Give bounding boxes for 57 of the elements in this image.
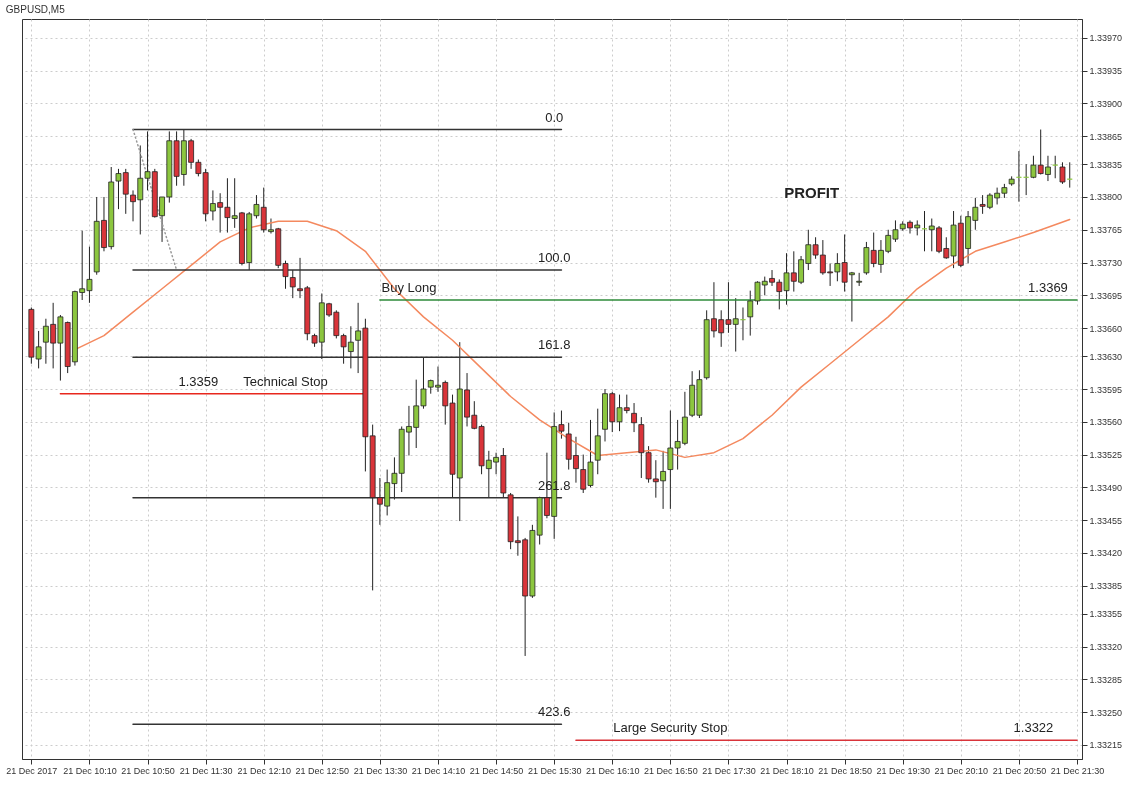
x-tick-label: 21 Dec 16:50 (644, 765, 698, 776)
y-tick-label: 1.33800 (1089, 192, 1123, 203)
x-tick-label: 21 Dec 11:30 (179, 765, 233, 776)
y-tick-label: 1.33765 (1089, 225, 1123, 236)
annotation: 423.6 (537, 704, 571, 720)
x-tick-label: 21 Dec 18:50 (818, 765, 872, 776)
x-tick-label: 21 Dec 18:10 (760, 765, 814, 776)
candlestick (1059, 161, 1066, 185)
annotation: 161.8 (537, 337, 571, 353)
annotation: Technical Stop (243, 373, 328, 389)
x-tick-label: 21 Dec 12:10 (237, 765, 291, 776)
x-tick-label: 21 Dec 15:30 (527, 765, 582, 776)
candlestick (1052, 155, 1059, 179)
y-tick-label: 1.33935 (1089, 66, 1123, 77)
y-tick-label: 1.33660 (1089, 323, 1123, 334)
y-tick-label: 1.33630 (1089, 351, 1123, 362)
annotation: 100.0 (537, 250, 571, 266)
y-tick-label: 1.33730 (1089, 258, 1123, 269)
y-tick-label: 1.33835 (1089, 159, 1123, 170)
y-tick-label: 1.33285 (1089, 674, 1123, 685)
annotation: 1.3322 (1013, 720, 1054, 736)
y-tick-label: 1.33455 (1089, 515, 1123, 526)
y-tick-label: 1.33320 (1089, 642, 1123, 653)
y-tick-label: 1.33900 (1089, 98, 1123, 109)
x-tick-label: 21 Dec 13:30 (353, 765, 408, 776)
chart-title: GBPUSD,M5 (5, 4, 66, 15)
y-tick-label: 1.33970 (1089, 33, 1123, 44)
annotation: Large Security Stop (613, 720, 728, 736)
y-tick-label: 1.33250 (1089, 707, 1123, 718)
x-tick-label: 21 Dec 19:30 (876, 765, 930, 776)
x-tick-label: 21 Dec 14:10 (411, 765, 466, 776)
y-tick-label: 1.33385 (1089, 581, 1123, 592)
y-tick-label: 1.33355 (1089, 609, 1123, 620)
annotation: 1.3359 (178, 373, 219, 389)
y-tick-label: 1.33215 (1089, 740, 1123, 751)
x-tick-label: 21 Dec 2017 (6, 765, 58, 776)
y-tick-label: 1.33420 (1089, 548, 1123, 559)
x-tick-label: 21 Dec 17:30 (702, 765, 756, 776)
x-tick-label: 21 Dec 10:50 (121, 765, 175, 776)
candlestick (289, 269, 296, 299)
x-tick-label: 21 Dec 20:10 (934, 765, 989, 776)
x-tick-label: 21 Dec 10:10 (63, 765, 117, 776)
annotation: PROFIT (784, 183, 840, 201)
annotation: 1.3369 (1028, 280, 1068, 296)
y-tick-label: 1.33525 (1089, 450, 1123, 461)
x-tick-label: 21 Dec 12:50 (295, 765, 350, 776)
x-tick-label: 21 Dec 21:30 (1050, 765, 1105, 776)
x-tick-label: 21 Dec 20:50 (992, 765, 1047, 776)
y-tick-label: 1.33560 (1089, 417, 1123, 428)
y-tick-label: 1.33865 (1089, 131, 1123, 142)
y-tick-label: 1.33695 (1089, 290, 1123, 301)
x-tick-label: 21 Dec 16:10 (586, 765, 640, 776)
annotation: 0.0 (545, 109, 564, 125)
y-tick-label: 1.33595 (1089, 384, 1123, 395)
candlestick (631, 402, 637, 433)
y-tick-label: 1.33490 (1089, 482, 1123, 493)
x-tick-label: 21 Dec 14:50 (469, 765, 524, 776)
